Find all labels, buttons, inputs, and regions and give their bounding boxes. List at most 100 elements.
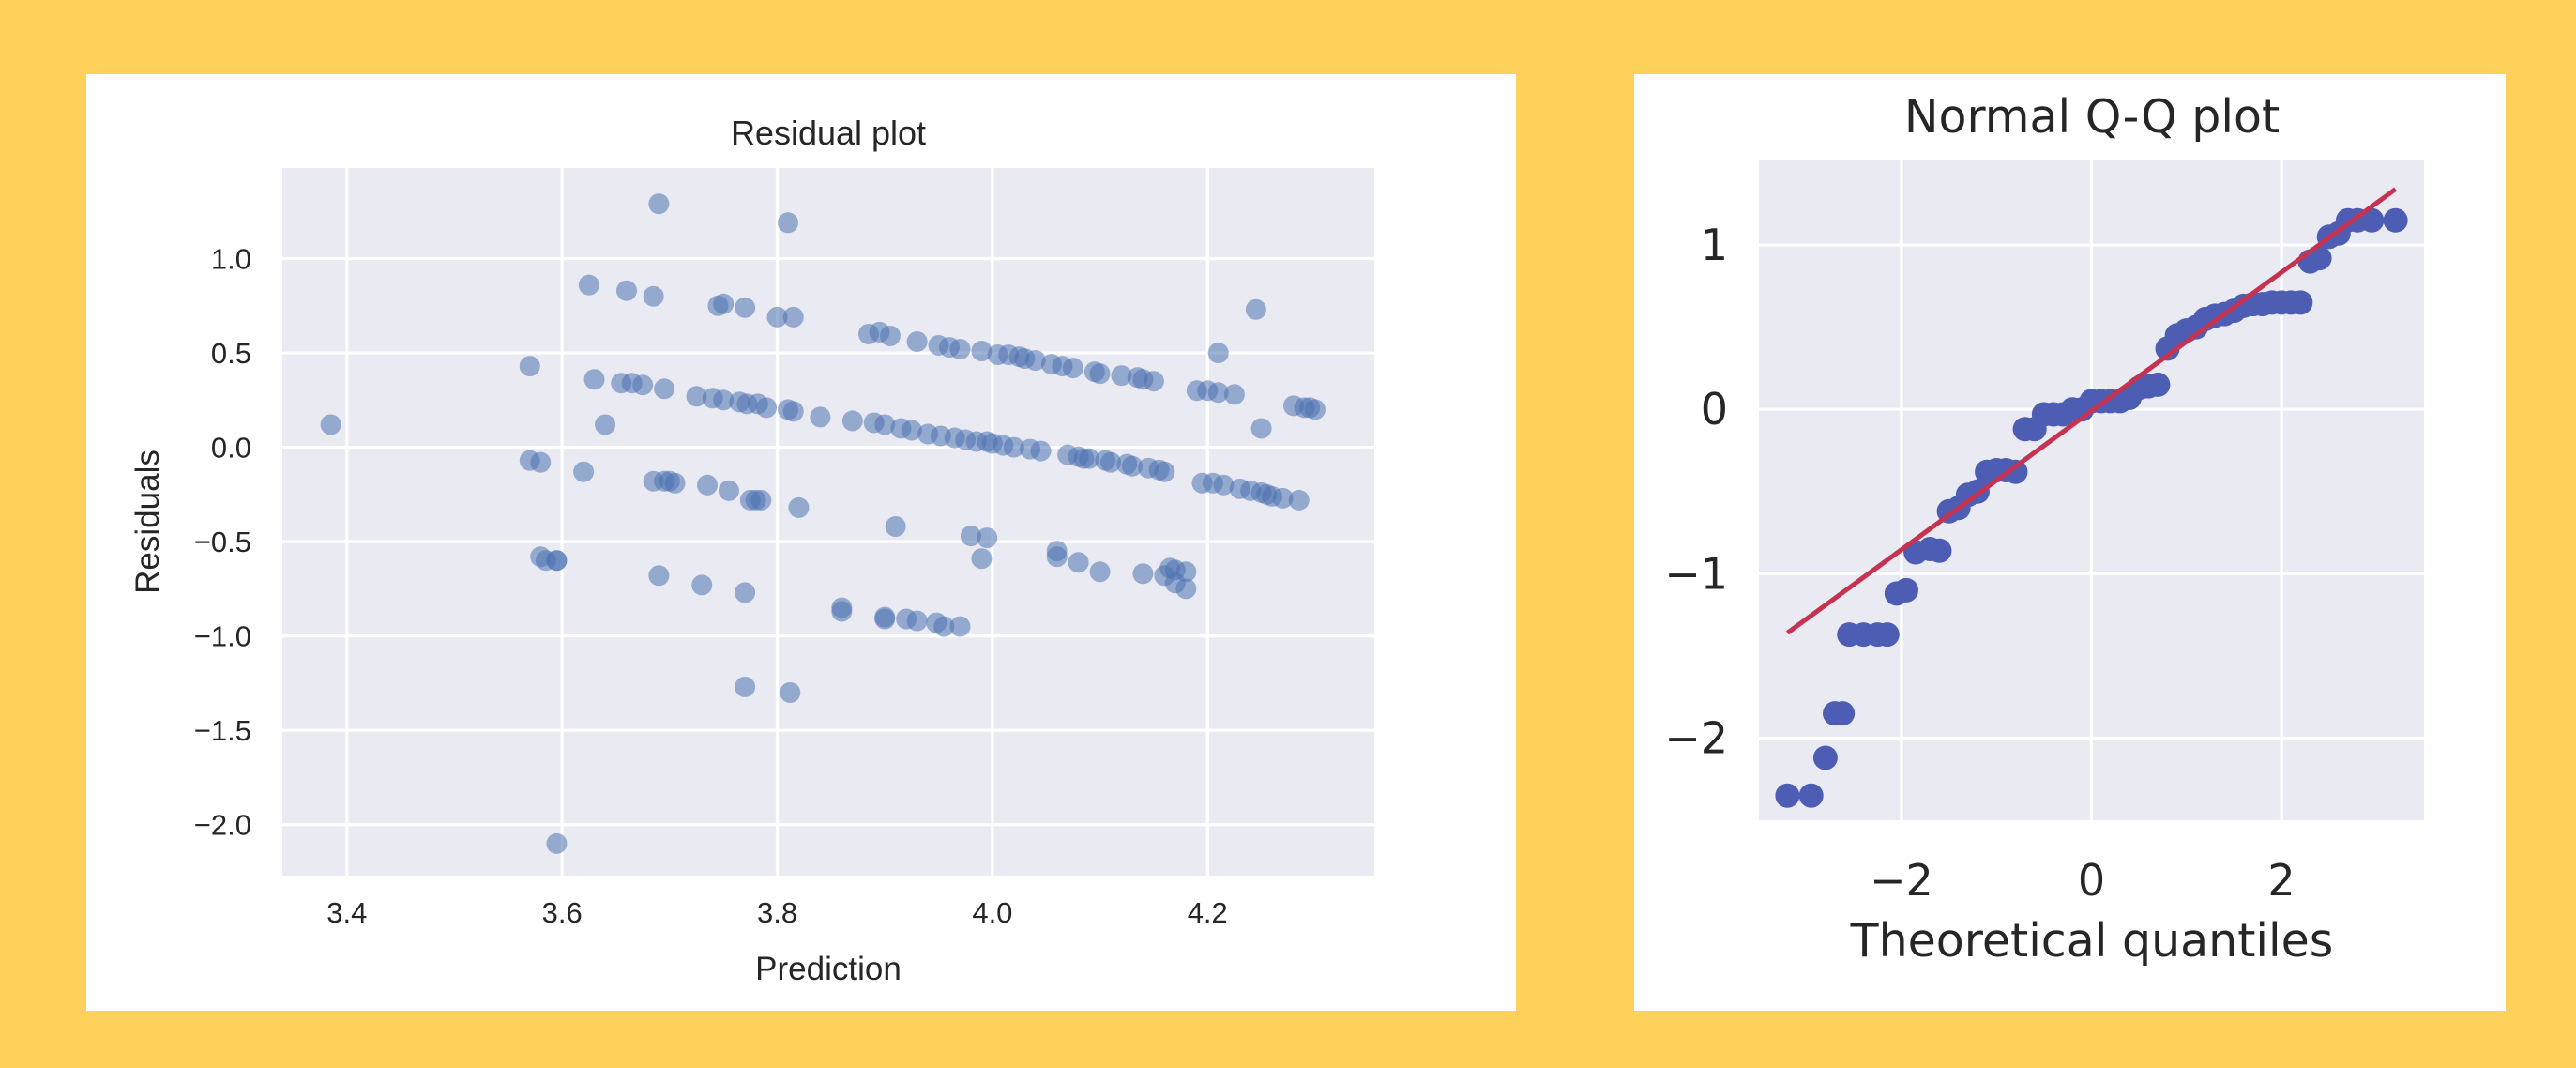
qq-x-tick-label: 2 [2267,855,2295,906]
residual-point [1111,365,1132,387]
residual-point [735,676,756,697]
residual-point [643,285,664,307]
residual-point [949,339,971,360]
residual-point [546,832,568,854]
qq-y-tick-label: −2 [1664,712,1728,763]
residual-plot-chart: 3.4 3.6 3.8 4.0 4.2 −2.0 −1.5 −1.0 −0.5 0.0 0.5 1.… [129,114,1374,987]
residual-plot-title: Residual plot [731,114,926,152]
residual-point [788,496,810,518]
residual-x-ticks: 3.4 3.6 3.8 4.0 4.2 [326,896,1228,929]
residual-y-tick-label: −1.0 [194,620,251,653]
qq-x-tick-label: 0 [2078,855,2105,906]
residual-point [1068,552,1089,573]
qq-plot-chart: −2 0 2 −2 −1 0 1 Normal Q-Q plot Theoretical … [1664,90,2424,968]
residual-point [691,574,713,596]
residual-y-tick-label: 0.5 [211,337,251,370]
residual-point [971,341,993,362]
residual-point [782,306,804,328]
residual-point [1003,436,1024,458]
residual-point [648,565,670,587]
residual-point [1288,489,1310,511]
residual-y-tick-label: 0.0 [211,432,251,465]
residual-point [664,472,686,494]
residual-point [1089,363,1111,385]
residual-points [320,193,1326,854]
residual-point [1250,418,1272,439]
residual-point [1100,451,1122,473]
residual-point [885,516,906,538]
residual-point [632,374,654,396]
residual-point [648,193,670,215]
residual-point [949,616,971,637]
residual-point [960,526,981,547]
residual-point [782,401,804,422]
residual-point [595,414,616,435]
residual-point [1245,298,1266,320]
qq-y-tick-label: −1 [1664,548,1728,599]
residual-point [756,397,778,419]
residual-point [1207,343,1229,364]
qq-point [2288,290,2313,315]
residual-point [615,280,637,301]
residual-plot-area [282,168,1374,876]
qq-point [1830,701,1856,726]
qq-point [1812,745,1838,770]
residual-point [1121,455,1143,477]
residual-y-tick-label: −2.0 [194,809,251,842]
residual-point [1154,461,1175,482]
residual-x-axis-label: Prediction [755,951,902,987]
residual-point [977,527,998,549]
residual-point [1175,578,1197,600]
residual-plot-grid [282,168,1374,876]
qq-point [1798,783,1824,808]
residual-point [578,274,599,296]
qq-x-tick-label: −2 [1870,855,1933,906]
residual-point [906,330,928,352]
qq-point [1927,538,1952,563]
residual-point [1089,561,1111,583]
residual-point [1143,371,1164,392]
residual-point [901,420,922,441]
residual-point [1207,382,1229,404]
qq-plot-panel: −2 0 2 −2 −1 0 1 Normal Q-Q plot Theoretical … [1634,74,2506,1011]
residual-x-tick-label: 4.2 [1188,896,1228,929]
qq-x-axis-label: Theoretical quantiles [1850,914,2334,968]
qq-reference-line [1785,187,2398,635]
residual-point [1272,487,1294,509]
qq-point [2383,207,2408,233]
qq-point [1893,577,1918,603]
qq-point [2145,372,2171,397]
residual-plot-panel: 3.4 3.6 3.8 4.0 4.2 −2.0 −1.5 −1.0 −0.5 0.0 0.5 1.… [86,74,1516,1011]
residual-x-tick-label: 4.0 [972,896,1012,929]
residual-point [519,356,540,377]
qq-x-ticks: −2 0 2 [1870,855,2296,906]
residual-point [780,681,801,703]
residual-point [583,369,605,390]
residual-point [879,325,901,346]
residual-point [713,293,735,314]
residual-point [718,480,739,501]
residual-point [713,389,735,411]
residual-point [1304,399,1326,420]
residual-point [874,608,896,630]
residual-point [971,548,993,570]
residual-point [777,212,798,234]
residual-point [530,451,552,473]
residual-point [696,474,718,496]
residual-point [1046,546,1068,568]
residual-x-tick-label: 3.6 [542,896,583,929]
residual-point [841,410,863,432]
residual-point [1062,358,1083,379]
residual-point [654,378,675,400]
residual-point [874,414,896,435]
qq-plot-title: Normal Q-Q plot [1904,90,2280,144]
residual-point [906,610,928,632]
residual-point [1079,448,1100,469]
residual-y-axis-label: Residuals [129,450,166,594]
residual-point [831,601,853,622]
residual-point [735,297,756,318]
qq-point [2003,459,2028,484]
residual-y-tick-label: 1.0 [211,243,251,276]
residual-y-tick-label: −1.5 [194,714,251,747]
residual-y-tick-label: −0.5 [194,526,251,558]
